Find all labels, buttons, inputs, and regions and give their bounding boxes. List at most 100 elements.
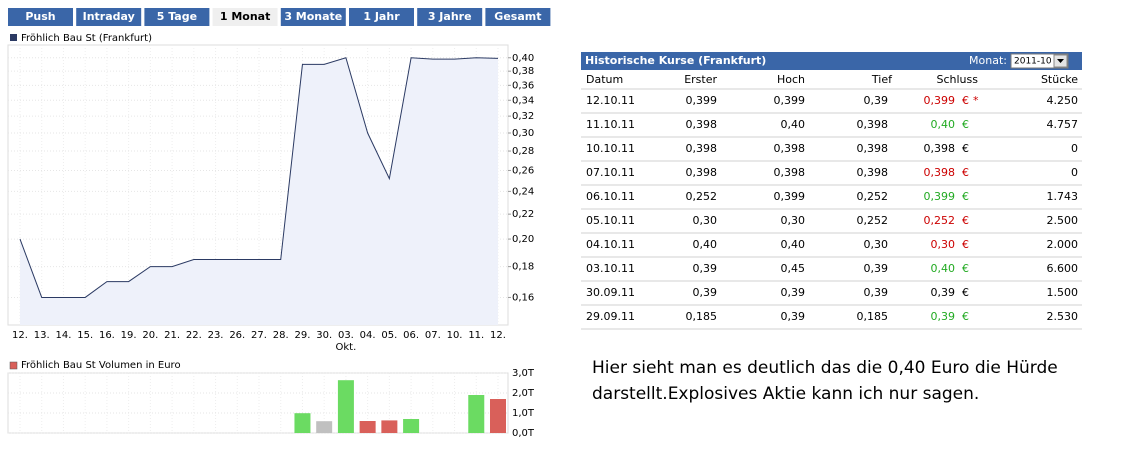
table-cell: 06.10.11 [586, 190, 635, 203]
table-cell: 0,185 [857, 310, 889, 323]
table-header: Schluss [937, 73, 979, 86]
table-header: Tief [871, 73, 893, 86]
x-tick-label: 13. [34, 330, 50, 341]
x-tick-label: 12. [490, 330, 506, 341]
table-cell: 2.500 [1047, 214, 1079, 227]
y-tick-label: 0,38 [512, 66, 534, 77]
table-cell: 0,399 [924, 94, 956, 107]
x-tick-label: 16. [99, 330, 115, 341]
currency: € [962, 238, 969, 251]
tab-label[interactable]: 5 Tage [157, 10, 197, 23]
table-cell: 0,39 [931, 286, 956, 299]
tab-label[interactable]: Intraday [83, 10, 135, 23]
x-tick-label: 30. [316, 330, 332, 341]
tab[interactable] [485, 8, 551, 26]
y-tick-label: 0,34 [512, 95, 534, 106]
currency: € [962, 214, 969, 227]
table-cell: 2.530 [1047, 310, 1079, 323]
table-cell: 0,40 [781, 238, 806, 251]
table-title: Historische Kurse (Frankfurt) [585, 54, 766, 67]
table-cell: 0,39 [693, 286, 718, 299]
x-tick-label: 11. [468, 330, 484, 341]
x-tick-label: 12. [12, 330, 28, 341]
table-cell: 0,398 [686, 166, 718, 179]
volume-bar [381, 420, 398, 433]
volume-bar [490, 399, 506, 433]
currency: € [962, 286, 969, 299]
currency: € [962, 94, 969, 107]
tab-label[interactable]: 1 Jahr [363, 10, 400, 23]
table-cell: 0,399 [924, 190, 956, 203]
table-cell: 0,398 [774, 166, 806, 179]
table-cell: 0,398 [857, 166, 889, 179]
volume-bar [294, 413, 311, 433]
volume-bar [468, 395, 485, 433]
table-cell: 2.000 [1047, 238, 1079, 251]
y-tick-label: 3,0T [512, 368, 535, 379]
y-tick-label: 0,36 [512, 80, 534, 91]
month-value: 2011-10 [1014, 57, 1052, 67]
table-cell: 0,40 [931, 118, 956, 131]
table-cell: 0,39 [864, 286, 889, 299]
y-tick-label: 0,22 [512, 209, 534, 220]
x-tick-label: 26. [229, 330, 245, 341]
y-tick-label: 0,40 [512, 53, 534, 64]
table-cell: 0,39 [781, 310, 806, 323]
tab-label[interactable]: 3 Monate [284, 10, 342, 23]
x-tick-label: 03. [338, 330, 354, 341]
legend-label: Fröhlich Bau St (Frankfurt) [21, 33, 152, 44]
x-tick-label: 22. [186, 330, 202, 341]
table-cell: 0,30 [864, 238, 889, 251]
table-cell: 0,398 [924, 166, 956, 179]
tab-label[interactable]: 1 Monat [220, 10, 271, 23]
table-header: Datum [586, 73, 623, 86]
table-cell: 0,40 [781, 118, 806, 131]
table-cell: 1.743 [1047, 190, 1079, 203]
x-tick-label: 20. [142, 330, 158, 341]
volume-bar [403, 419, 420, 433]
x-tick-label: 27. [251, 330, 267, 341]
y-tick-label: 0,24 [512, 186, 534, 197]
legend-label: Fröhlich Bau St Volumen in Euro [21, 360, 181, 371]
tab[interactable] [349, 8, 414, 26]
tab-label[interactable]: 3 Jahre [428, 10, 472, 23]
tab[interactable] [280, 8, 346, 26]
tab[interactable] [8, 8, 73, 26]
tab[interactable] [144, 8, 210, 26]
y-tick-label: 0,26 [512, 165, 534, 176]
table-header: Hoch [777, 73, 805, 86]
tab-label[interactable]: Gesamt [494, 10, 541, 23]
y-tick-label: 0,30 [512, 128, 534, 139]
x-tick-label: 14. [56, 330, 72, 341]
table-cell: 0,39 [864, 262, 889, 275]
table-cell: 4.250 [1047, 94, 1079, 107]
note-marker: * [973, 94, 979, 107]
table-cell: 0 [1071, 142, 1078, 155]
currency: € [962, 118, 969, 131]
tab[interactable] [212, 8, 278, 26]
table-cell: 0,30 [693, 214, 718, 227]
price-area [20, 57, 498, 325]
table-title-bar [581, 52, 1082, 70]
table-cell: 0,39 [781, 286, 806, 299]
tab-label[interactable]: Push [25, 10, 55, 23]
table-cell: 04.10.11 [586, 238, 635, 251]
table-cell: 11.10.11 [586, 118, 635, 131]
table-cell: 0,39 [931, 310, 956, 323]
legend-swatch [9, 361, 18, 370]
volume-bar [316, 421, 333, 433]
volume-bar [337, 380, 354, 433]
x-tick-label: 06. [403, 330, 419, 341]
tab[interactable] [417, 8, 483, 26]
y-tick-label: 0,0T [512, 428, 535, 439]
table-cell: 0,398 [857, 142, 889, 155]
table-cell: 12.10.11 [586, 94, 635, 107]
table-cell: 29.09.11 [586, 310, 635, 323]
x-tick-label: 07. [425, 330, 441, 341]
table-cell: 0,30 [931, 238, 956, 251]
y-tick-label: 0,28 [512, 146, 534, 157]
table-cell: 10.10.11 [586, 142, 635, 155]
tab[interactable] [76, 8, 142, 26]
